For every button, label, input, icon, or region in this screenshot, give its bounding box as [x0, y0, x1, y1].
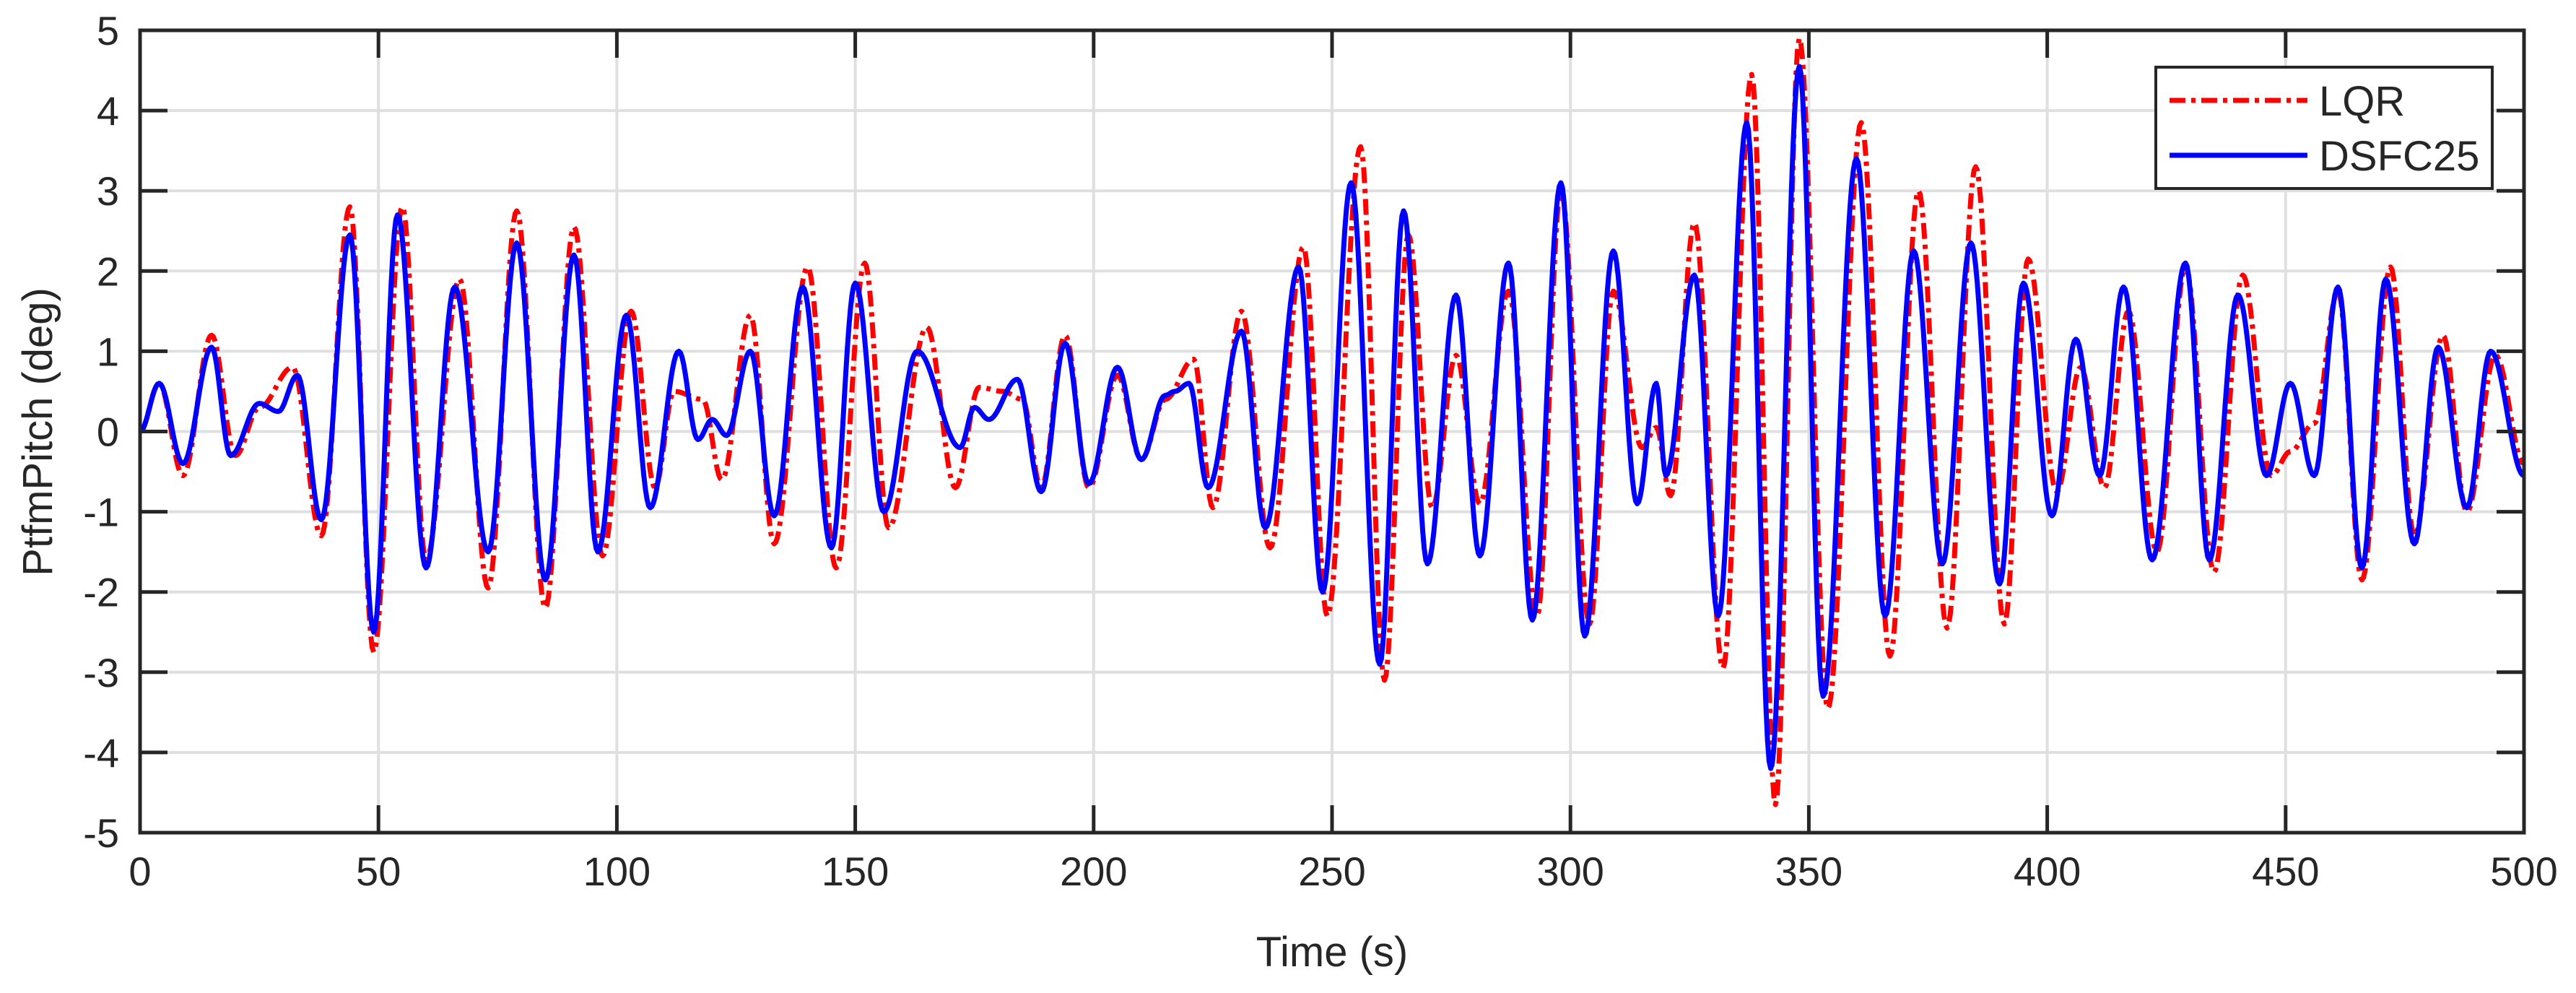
- legend: LQR DSFC25: [2154, 66, 2494, 190]
- y-tick-label: 2: [97, 248, 119, 294]
- y-tick-label: -2: [83, 570, 119, 615]
- x-tick-label: 450: [2252, 849, 2319, 894]
- x-tick-labels: 0 50 100 150 200 250 300 350 400 450 500: [129, 849, 2557, 894]
- x-tick-label: 50: [356, 849, 401, 894]
- legend-dsfc25-label: DSFC25: [2319, 133, 2479, 180]
- x-tick-label: 250: [1298, 849, 1365, 894]
- x-axis-label: Time (s): [1256, 929, 1408, 976]
- x-tick-label: 350: [1775, 849, 1842, 894]
- legend-lqr-label: LQR: [2319, 78, 2405, 125]
- plot-area: [140, 35, 2524, 807]
- y-axis-label: PtfmPitch (deg): [14, 287, 61, 576]
- x-tick-label: 400: [2014, 849, 2081, 894]
- axes-frame: [138, 28, 2526, 835]
- y-tick-label: 5: [97, 8, 119, 53]
- x-tick-label: 500: [2490, 849, 2557, 894]
- y-tick-label: -1: [83, 490, 119, 535]
- x-tick-label: 200: [1060, 849, 1127, 894]
- y-tick-label: -4: [83, 730, 119, 776]
- legend-box: [2154, 66, 2494, 190]
- y-tick-label: -5: [83, 810, 119, 856]
- y-tick-label: -3: [83, 650, 119, 695]
- y-tick-label: 4: [97, 88, 119, 134]
- y-tick-label: 1: [97, 329, 119, 374]
- x-tick-label: 0: [129, 849, 151, 894]
- y-tick-labels: -5 -4 -3 -2 -1 0 1 2 3 4 5: [83, 8, 119, 856]
- x-tick-label: 100: [583, 849, 650, 894]
- y-tick-label: 3: [97, 168, 119, 214]
- y-tick-label: 0: [97, 409, 119, 455]
- x-tick-label: 150: [822, 849, 889, 894]
- data-series: [140, 35, 2524, 807]
- dsfc25-series-line: [140, 64, 2524, 771]
- x-tick-label: 300: [1536, 849, 1604, 894]
